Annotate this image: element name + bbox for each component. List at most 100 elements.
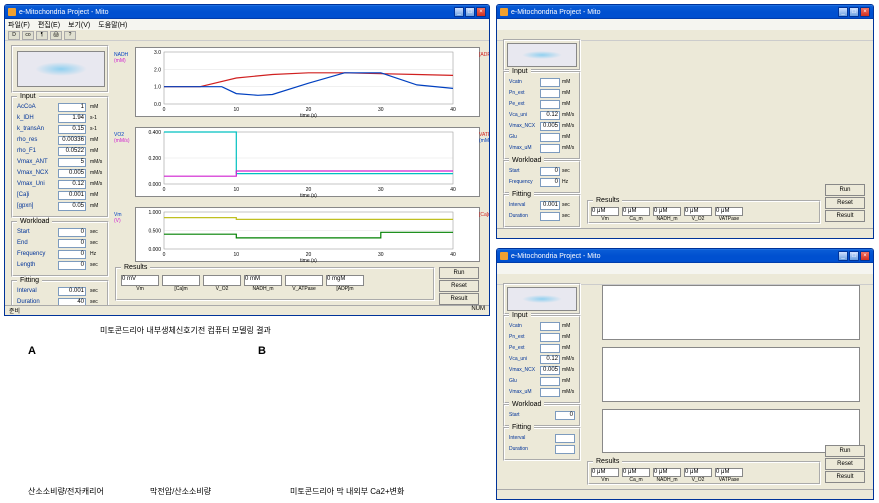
left-panel: Input VcatnmMPn_extmMPe_extmMVca_uni0.12… — [503, 283, 581, 461]
param-value[interactable]: 0.00336 — [58, 136, 86, 145]
param-unit: mM — [89, 192, 103, 198]
fig-b-tag: B — [258, 345, 266, 357]
param-value[interactable]: 0.0522 — [58, 147, 86, 156]
svg-text:1.000: 1.000 — [148, 210, 161, 216]
minimize-icon[interactable]: _ — [454, 7, 464, 17]
param-value[interactable] — [540, 100, 560, 109]
maximize-icon[interactable]: □ — [465, 7, 475, 17]
param-value[interactable]: 0.001 — [58, 191, 86, 200]
close-icon[interactable]: × — [860, 7, 870, 17]
toolbar-btn[interactable]: ? — [64, 31, 76, 40]
result-button[interactable]: Result — [825, 210, 865, 222]
svg-text:0.000: 0.000 — [148, 182, 161, 188]
results-group: Results 0 mVVm[Ca]mV_O20 mMNADH_mV_ATPas… — [115, 267, 435, 301]
minimize-icon[interactable]: _ — [838, 7, 848, 17]
reset-button[interactable]: Reset — [825, 458, 865, 470]
toolbar-btn[interactable]: D — [8, 31, 20, 40]
param-value[interactable]: 0.15 — [58, 125, 86, 134]
param-label: Vca_uni — [509, 112, 539, 118]
svg-text:0.000: 0.000 — [148, 247, 161, 253]
menu-help[interactable]: 도움말(H) — [98, 20, 127, 30]
svg-text:0.500: 0.500 — [148, 229, 161, 235]
reset-button[interactable]: Reset — [439, 280, 479, 292]
menu-view[interactable]: 보기(V) — [68, 20, 90, 30]
param-value[interactable]: 0.12 — [540, 355, 560, 364]
close-icon[interactable]: × — [476, 7, 486, 17]
param-value[interactable]: 1.94 — [58, 114, 86, 123]
workload-group: Workload Start0secEnd0secFrequency0HzLen… — [11, 221, 109, 277]
param-label: Vmax_uM — [509, 145, 539, 151]
param-unit: mM — [89, 137, 103, 143]
sub-window-2: e-Mitochondria Project - Mito _□× Input … — [496, 248, 874, 500]
param-value[interactable]: 0 — [58, 261, 86, 270]
param-unit: mM — [561, 334, 575, 340]
minimize-icon[interactable]: _ — [838, 251, 848, 261]
param-value[interactable] — [540, 377, 560, 386]
menu-file[interactable]: 파일(F) — [8, 20, 30, 30]
toolbar-btn[interactable]: ¶ — [36, 31, 48, 40]
param-value[interactable] — [540, 333, 560, 342]
param-value[interactable]: 0 — [58, 250, 86, 259]
param-label: k_transAn — [17, 126, 55, 132]
result-button[interactable]: Result — [825, 471, 865, 483]
result-button[interactable]: Result — [439, 293, 479, 305]
param-unit: mM — [561, 101, 575, 107]
fig-a-chart1 — [28, 358, 128, 458]
run-button[interactable]: Run — [439, 267, 479, 279]
param-value[interactable]: 0.12 — [58, 180, 86, 189]
input-group: Input VcatnmMPn_extmMPe_extmMVca_uni0.12… — [503, 315, 581, 404]
run-button[interactable]: Run — [825, 184, 865, 196]
param-value[interactable] — [540, 388, 560, 397]
param-label: Pn_ext — [509, 90, 539, 96]
svg-text:0.0: 0.0 — [154, 102, 161, 108]
param-label: End — [17, 240, 55, 246]
result-label: Vm — [121, 286, 159, 292]
menu-edit[interactable]: 편집(E) — [38, 20, 60, 30]
maximize-icon[interactable]: □ — [849, 7, 859, 17]
param-unit: mM/s — [561, 145, 575, 151]
param-label: [Ca]i — [17, 192, 55, 198]
toolbar-btn[interactable]: 🖨 — [50, 31, 62, 40]
param-label: Pn_ext — [509, 334, 539, 340]
param-value[interactable]: 0.005 — [58, 169, 86, 178]
param-value[interactable]: 1 — [58, 103, 86, 112]
param-value[interactable] — [540, 89, 560, 98]
param-label: Interval — [17, 288, 55, 294]
result-field: 0 mgM — [326, 275, 364, 286]
param-value[interactable] — [540, 144, 560, 153]
param-unit: mM — [89, 148, 103, 154]
toolbar-btn[interactable]: co — [22, 31, 34, 40]
svg-text:0.200: 0.200 — [148, 156, 161, 162]
svg-text:0.400: 0.400 — [148, 130, 161, 136]
fig-a-chart2 — [142, 358, 242, 458]
fitting-group: Fitting Interval Duration — [503, 427, 581, 461]
statusbar: 준비 NUM — [5, 305, 489, 315]
maximize-icon[interactable]: □ — [849, 251, 859, 261]
reset-button[interactable]: Reset — [825, 197, 865, 209]
svg-text:1.0: 1.0 — [154, 85, 161, 91]
param-value[interactable] — [540, 344, 560, 353]
app-icon — [500, 252, 508, 260]
param-value[interactable]: 0.05 — [58, 202, 86, 211]
param-value[interactable]: 0.005 — [540, 366, 560, 375]
param-value[interactable]: 0 — [58, 239, 86, 248]
param-value[interactable]: 0.001 — [58, 287, 86, 296]
param-value[interactable]: 0 — [58, 228, 86, 237]
param-value[interactable] — [540, 322, 560, 331]
param-value[interactable]: 0.005 — [540, 122, 560, 131]
result-label: V_ATPase — [285, 286, 323, 292]
close-icon[interactable]: × — [860, 251, 870, 261]
result-field — [285, 275, 323, 286]
param-value[interactable]: 0.12 — [540, 111, 560, 120]
param-value[interactable] — [540, 78, 560, 87]
param-unit: mM/s — [561, 123, 575, 129]
svg-text:3.0: 3.0 — [154, 50, 161, 56]
run-button[interactable]: Run — [825, 445, 865, 457]
result-label: Vm — [591, 216, 619, 222]
result-field: 0 μM — [653, 207, 681, 216]
statusbar — [497, 489, 873, 499]
chart-vm: 0.0000.5001.000010203040time (s)Vm(V)[Ca… — [135, 207, 480, 262]
param-value[interactable]: 5 — [58, 158, 86, 167]
param-value[interactable] — [540, 133, 560, 142]
chart-nadh: 0.01.02.03.0010203040time (s)NADH(mM)[AD… — [135, 47, 480, 117]
